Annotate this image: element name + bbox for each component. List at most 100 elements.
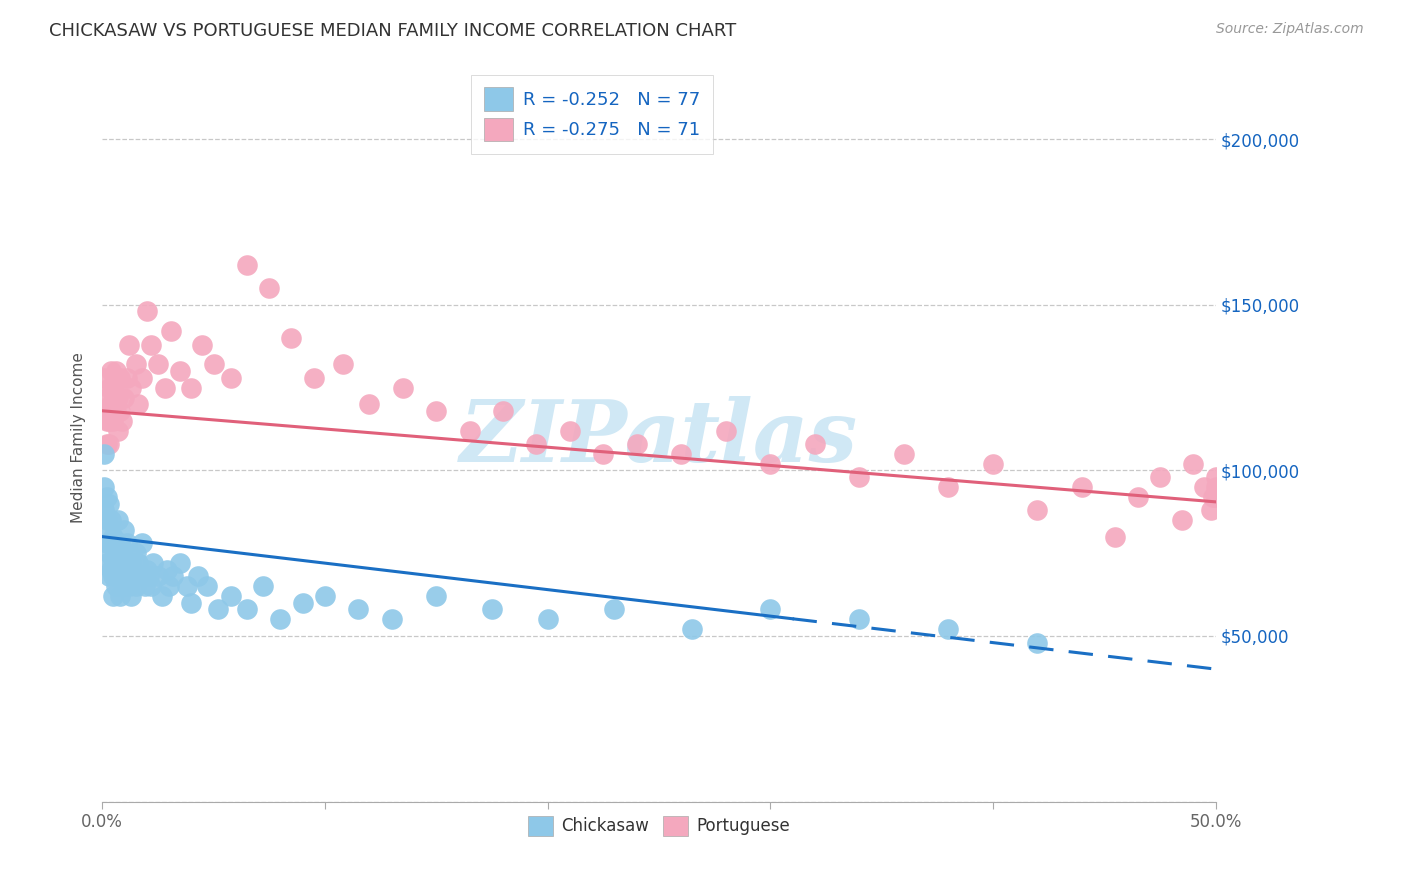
Legend: Chickasaw, Portuguese: Chickasaw, Portuguese: [520, 807, 799, 844]
Point: [169, 556, 191, 570]
Point: [111, 569, 134, 583]
Point: [221, 589, 243, 603]
Point: [302, 370, 325, 384]
Point: [146, 358, 169, 372]
Point: [108, 404, 131, 418]
Point: [236, 258, 259, 272]
Point: [108, 563, 131, 577]
Point: [107, 569, 129, 583]
Point: [131, 370, 153, 384]
Point: [169, 364, 191, 378]
Point: [669, 447, 692, 461]
Point: [100, 536, 122, 550]
Point: [1026, 503, 1049, 517]
Point: [114, 579, 136, 593]
Point: [96, 437, 118, 451]
Point: [392, 381, 415, 395]
Text: ZIPatlas: ZIPatlas: [460, 395, 858, 479]
Point: [93, 447, 115, 461]
Point: [115, 569, 138, 583]
Point: [938, 480, 960, 494]
Point: [257, 281, 280, 295]
Point: [118, 579, 141, 593]
Point: [114, 556, 136, 570]
Point: [804, 437, 827, 451]
Point: [96, 414, 118, 428]
Point: [97, 414, 120, 428]
Point: [127, 556, 149, 570]
Point: [202, 358, 225, 372]
Point: [122, 563, 145, 577]
Point: [124, 546, 146, 560]
Point: [97, 523, 120, 537]
Point: [381, 612, 404, 626]
Point: [103, 381, 125, 395]
Point: [103, 414, 125, 428]
Point: [100, 563, 122, 577]
Point: [626, 437, 648, 451]
Point: [124, 358, 146, 372]
Point: [848, 470, 870, 484]
Point: [100, 364, 122, 378]
Point: [280, 331, 302, 345]
Point: [114, 391, 136, 405]
Point: [359, 397, 381, 411]
Point: [129, 569, 152, 583]
Point: [592, 447, 614, 461]
Point: [96, 536, 118, 550]
Point: [157, 579, 180, 593]
Point: [848, 612, 870, 626]
Point: [207, 602, 229, 616]
Point: [96, 556, 118, 570]
Point: [425, 404, 447, 418]
Point: [104, 579, 127, 593]
Point: [107, 513, 129, 527]
Point: [93, 480, 115, 494]
Point: [153, 381, 176, 395]
Point: [180, 596, 202, 610]
Text: CHICKASAW VS PORTUGUESE MEDIAN FAMILY INCOME CORRELATION CHART: CHICKASAW VS PORTUGUESE MEDIAN FAMILY IN…: [49, 22, 737, 40]
Point: [141, 579, 163, 593]
Point: [558, 424, 581, 438]
Point: [180, 381, 202, 395]
Point: [1182, 457, 1205, 471]
Point: [134, 579, 156, 593]
Point: [759, 457, 782, 471]
Point: [893, 447, 915, 461]
Point: [108, 370, 131, 384]
Point: [103, 530, 125, 544]
Point: [1171, 513, 1194, 527]
Point: [1126, 490, 1149, 504]
Point: [103, 553, 125, 567]
Point: [107, 391, 129, 405]
Point: [131, 536, 153, 550]
Point: [1205, 470, 1227, 484]
Point: [127, 397, 149, 411]
Point: [108, 589, 131, 603]
Point: [104, 536, 127, 550]
Point: [97, 546, 120, 560]
Point: [146, 569, 169, 583]
Point: [118, 546, 141, 560]
Point: [96, 513, 118, 527]
Point: [100, 513, 122, 527]
Point: [124, 579, 146, 593]
Point: [108, 536, 131, 550]
Point: [714, 424, 737, 438]
Point: [291, 596, 314, 610]
Point: [314, 589, 336, 603]
Point: [536, 612, 558, 626]
Point: [1205, 480, 1227, 494]
Point: [135, 563, 157, 577]
Point: [115, 370, 138, 384]
Point: [97, 437, 120, 451]
Point: [1104, 530, 1126, 544]
Point: [115, 536, 138, 550]
Y-axis label: Median Family Income: Median Family Income: [72, 351, 86, 523]
Point: [156, 563, 179, 577]
Point: [1149, 470, 1171, 484]
Point: [104, 404, 127, 418]
Point: [107, 424, 129, 438]
Point: [120, 589, 142, 603]
Point: [103, 569, 125, 583]
